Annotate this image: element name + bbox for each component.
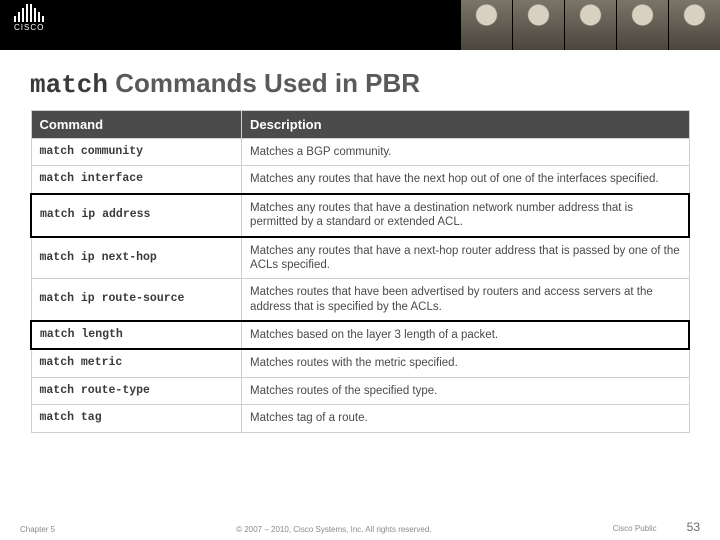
cell-description: Matches routes with the metric specified… — [242, 349, 689, 377]
footer-public: Cisco Public — [613, 524, 657, 533]
table-row: match lengthMatches based on the layer 3… — [31, 321, 689, 349]
col-command: Command — [31, 111, 242, 139]
photo-strip — [460, 0, 720, 50]
table-row: match ip route-sourceMatches routes that… — [31, 279, 689, 321]
table-row: match route-typeMatches routes of the sp… — [31, 377, 689, 404]
table-row: match interfaceMatches any routes that h… — [31, 166, 689, 194]
cell-command: match community — [31, 139, 242, 166]
cell-command: match metric — [31, 349, 242, 377]
cell-command: match ip route-source — [31, 279, 242, 321]
logo-bar — [26, 4, 28, 22]
cell-description: Matches a BGP community. — [242, 139, 689, 166]
commands-table: Command Description match communityMatch… — [30, 110, 690, 433]
footer-chapter: Chapter 5 — [20, 525, 55, 534]
header-photo — [564, 0, 616, 50]
footer-copyright: © 2007 – 2010, Cisco Systems, Inc. All r… — [55, 525, 612, 534]
footer: Chapter 5 © 2007 – 2010, Cisco Systems, … — [0, 520, 720, 534]
header-photo — [512, 0, 564, 50]
cell-command: match length — [31, 321, 242, 349]
logo-bar — [22, 8, 24, 22]
logo-bar — [42, 16, 44, 22]
cell-description: Matches routes that have been advertised… — [242, 279, 689, 321]
table-row: match metricMatches routes with the metr… — [31, 349, 689, 377]
logo-bar — [38, 12, 40, 22]
logo-bar — [30, 4, 32, 22]
table-row: match tagMatches tag of a route. — [31, 405, 689, 432]
logo-bar — [18, 12, 20, 22]
page-number: 53 — [687, 520, 700, 534]
table-row: match ip next-hopMatches any routes that… — [31, 237, 689, 279]
header-photo — [668, 0, 720, 50]
logo-bars — [14, 4, 44, 22]
logo-text: CISCO — [14, 23, 44, 32]
cell-description: Matches any routes that have the next ho… — [242, 166, 689, 194]
table-row: match ip addressMatches any routes that … — [31, 194, 689, 237]
cell-description: Matches tag of a route. — [242, 405, 689, 432]
col-description: Description — [242, 111, 689, 139]
cell-description: Matches any routes that have a destinati… — [242, 194, 689, 237]
table-header-row: Command Description — [31, 111, 689, 139]
cell-command: match tag — [31, 405, 242, 432]
cell-description: Matches any routes that have a next-hop … — [242, 237, 689, 279]
cell-description: Matches based on the layer 3 length of a… — [242, 321, 689, 349]
cell-command: match interface — [31, 166, 242, 194]
cell-description: Matches routes of the specified type. — [242, 377, 689, 404]
slide-title: match Commands Used in PBR — [0, 50, 720, 110]
top-bar: CISCO — [0, 0, 720, 50]
header-photo — [616, 0, 668, 50]
title-rest: Commands Used in PBR — [108, 68, 420, 98]
logo-bar — [14, 16, 16, 22]
cell-command: match ip next-hop — [31, 237, 242, 279]
header-photo — [460, 0, 512, 50]
cell-command: match route-type — [31, 377, 242, 404]
table-wrap: Command Description match communityMatch… — [0, 110, 720, 433]
title-mono: match — [30, 70, 108, 100]
logo-bar — [34, 8, 36, 22]
cell-command: match ip address — [31, 194, 242, 237]
table-row: match communityMatches a BGP community. — [31, 139, 689, 166]
cisco-logo: CISCO — [14, 4, 44, 32]
